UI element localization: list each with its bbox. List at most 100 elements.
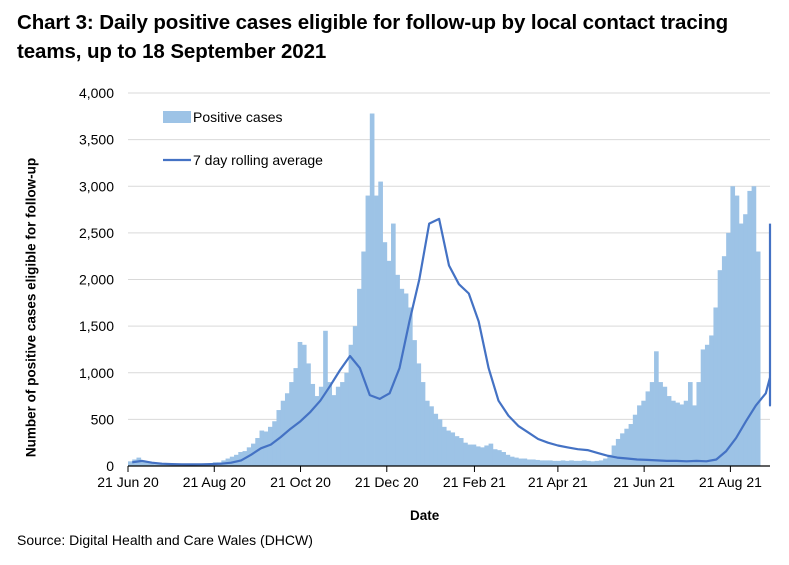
- bar-positive-cases: [458, 438, 464, 466]
- bar-positive-cases: [263, 431, 269, 466]
- bar-positive-cases: [679, 404, 685, 466]
- bar-positive-cases: [747, 190, 753, 466]
- bar-positive-cases: [738, 223, 744, 466]
- bar-positive-cases: [632, 414, 638, 466]
- bar-positive-cases: [611, 445, 617, 466]
- bar-positive-cases: [700, 349, 706, 466]
- bar-positive-cases: [649, 382, 655, 466]
- bar-positive-cases: [314, 396, 320, 466]
- bar-positive-cases: [717, 270, 723, 466]
- bar-positive-cases: [327, 382, 333, 466]
- axes: [127, 465, 770, 472]
- bar-positive-cases: [399, 288, 405, 466]
- bar-positive-cases: [149, 463, 154, 466]
- bar-positive-cases: [743, 214, 748, 466]
- bar-positive-cases: [238, 452, 243, 466]
- bar-positive-cases: [577, 460, 583, 466]
- bar-positive-cases: [344, 372, 349, 466]
- bar-positive-cases: [284, 393, 290, 466]
- bar-positive-cases: [734, 195, 740, 466]
- x-tick-label: 21 Feb 21: [443, 474, 506, 490]
- bar-positive-cases: [666, 396, 672, 466]
- bar-positive-cases: [586, 460, 591, 466]
- y-tick-label: 2,000: [79, 272, 114, 288]
- bar-positive-cases: [628, 424, 634, 466]
- legend-label-positive-cases: Positive cases: [193, 109, 282, 125]
- bar-positive-cases: [441, 426, 447, 466]
- bar-positive-cases: [340, 382, 345, 466]
- bar-positive-cases: [509, 456, 515, 466]
- bar-positive-cases: [335, 386, 341, 466]
- source-note: Source: Digital Health and Care Wales (D…: [17, 532, 313, 548]
- chart-title: Chart 3: Daily positive cases eligible f…: [17, 11, 729, 63]
- bar-positive-cases: [730, 186, 736, 466]
- bar-positive-cases: [153, 464, 159, 466]
- bar-positive-cases: [480, 447, 485, 466]
- bar-positive-cases: [518, 458, 523, 466]
- y-tick-label: 2,500: [79, 225, 114, 241]
- bar-positive-cases: [552, 460, 557, 466]
- bar-positive-cases: [348, 344, 354, 466]
- bar-positive-cases: [658, 382, 663, 466]
- bar-positive-cases: [318, 386, 324, 466]
- bar-positive-cases: [161, 464, 167, 466]
- y-tick-label: 3,000: [79, 178, 114, 194]
- bar-positive-cases: [526, 459, 532, 466]
- bar-positive-cases: [709, 335, 714, 466]
- bar-positive-cases: [755, 251, 761, 466]
- bar-positive-cases: [560, 460, 566, 466]
- bar-positive-cases: [594, 460, 600, 466]
- bar-positive-cases: [696, 382, 702, 466]
- y-tick-label: 3,500: [79, 132, 114, 148]
- bar-positive-cases: [369, 113, 375, 466]
- bar-positive-cases: [535, 459, 540, 466]
- bar-positive-cases: [687, 382, 693, 466]
- y-tick-label: 500: [91, 411, 115, 427]
- bar-positive-cases: [251, 443, 256, 466]
- x-tick-label: 21 Oct 20: [270, 474, 331, 490]
- bar-positive-cases: [641, 400, 646, 466]
- bar-positive-cases: [310, 383, 316, 466]
- line-series-7-day-rolling-average: [132, 217, 772, 466]
- x-tick-labels: 21 Jun 20 21 Aug 20 21 Oct 20 21 Dec 20 21 F…: [97, 474, 762, 490]
- bar-positive-cases: [505, 454, 511, 466]
- y-tick-label: 1,000: [79, 365, 114, 381]
- bar-positive-cases: [662, 386, 668, 466]
- bar-positive-cases: [365, 195, 371, 466]
- bar-positive-cases: [556, 460, 562, 466]
- bar-positive-cases: [361, 251, 366, 466]
- legend-label-rolling-average: 7 day rolling average: [193, 152, 323, 168]
- bar-positive-cases: [539, 460, 545, 466]
- bar-positive-cases: [713, 307, 719, 466]
- bar-positive-cases: [128, 461, 133, 466]
- bar-positive-cases: [331, 395, 337, 466]
- bar-positive-cases: [293, 368, 299, 466]
- bar-positive-cases: [463, 442, 468, 466]
- bar-positive-cases: [437, 419, 443, 466]
- bar-positive-cases: [403, 293, 409, 466]
- bar-positive-cases: [357, 288, 362, 466]
- bar-positive-cases: [531, 459, 536, 466]
- bar-positive-cases: [407, 307, 413, 466]
- bar-positive-cases: [645, 391, 651, 466]
- bar-positive-cases: [492, 449, 498, 466]
- bar-positive-cases: [683, 400, 689, 466]
- bar-positive-cases: [157, 464, 163, 466]
- y-tick-label: 4,000: [79, 85, 114, 101]
- bar-positive-cases: [488, 443, 494, 466]
- bar-positive-cases: [692, 405, 697, 466]
- bar-positive-cases: [671, 400, 676, 466]
- bar-positive-cases: [391, 223, 396, 466]
- bar-positive-cases: [140, 460, 146, 466]
- bar-positive-cases: [547, 460, 553, 466]
- bar-positive-cases: [229, 456, 235, 466]
- bar-positive-cases: [615, 438, 621, 466]
- bar-positive-cases: [386, 260, 392, 466]
- bar-positive-cases: [514, 457, 519, 466]
- x-tick-label: 21 Aug 20: [183, 474, 246, 490]
- bar-positive-cases: [144, 462, 150, 466]
- bar-positive-cases: [569, 460, 574, 466]
- bar-positive-cases: [412, 340, 417, 466]
- bar-positive-cases: [590, 461, 596, 466]
- bar-positive-cases: [721, 256, 727, 466]
